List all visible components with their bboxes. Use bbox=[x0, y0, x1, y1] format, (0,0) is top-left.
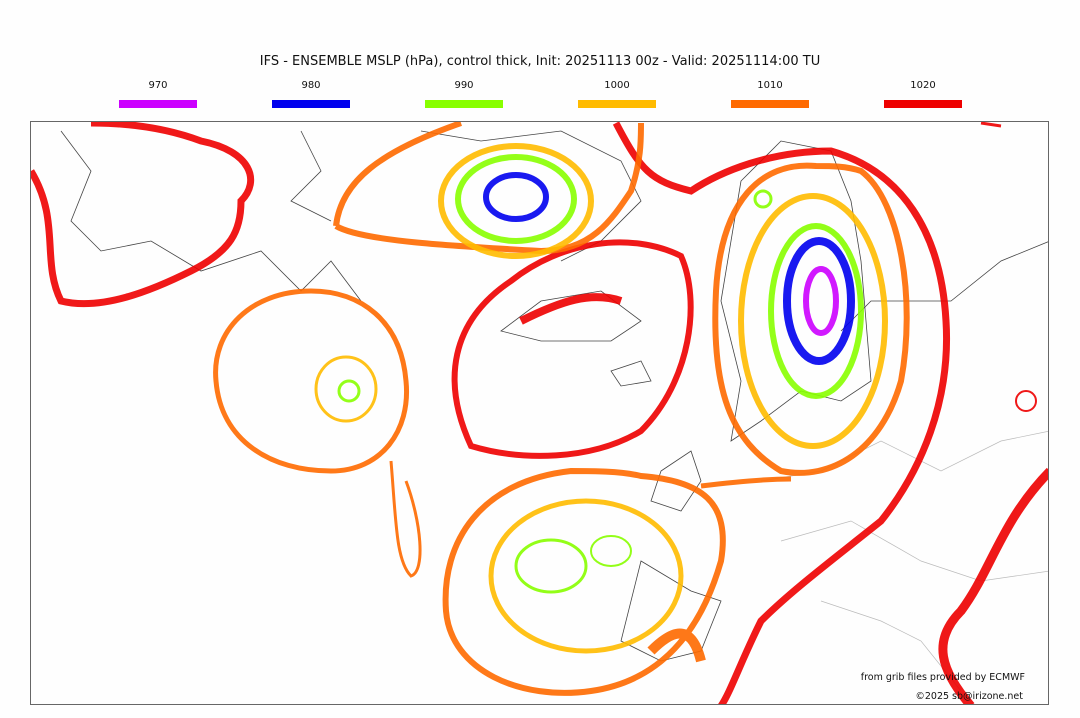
legend-label: 1020 bbox=[910, 80, 936, 91]
legend-swatch bbox=[272, 100, 350, 108]
legend-swatch bbox=[119, 100, 197, 108]
legend-swatch bbox=[884, 100, 962, 108]
legend-swatch bbox=[578, 100, 656, 108]
map-area bbox=[30, 121, 1049, 705]
legend-label: 1000 bbox=[604, 80, 630, 91]
isobar-970 bbox=[803, 266, 839, 336]
legend-item-1000: 1000 bbox=[578, 80, 656, 108]
data-source-credit: from grib files provided by ECMWF bbox=[860, 672, 1025, 683]
isobar-980 bbox=[483, 172, 855, 365]
isobar-990 bbox=[337, 154, 864, 594]
legend-label: 980 bbox=[301, 80, 321, 91]
isobar-1020 bbox=[31, 122, 1048, 704]
contour-plot bbox=[31, 122, 1048, 704]
isobar-1010 bbox=[213, 122, 910, 696]
copyright-credit: ©2025 sb@irizone.net bbox=[915, 691, 1023, 702]
legend-item-1020: 1020 bbox=[884, 80, 962, 108]
legend-swatch bbox=[425, 100, 503, 108]
legend-item-970: 970 bbox=[119, 80, 197, 108]
coastlines bbox=[60, 130, 1048, 662]
legend-label: 990 bbox=[454, 80, 474, 91]
legend-swatch bbox=[731, 100, 809, 108]
isobar-1000 bbox=[314, 143, 888, 654]
legend-item-990: 990 bbox=[425, 80, 503, 108]
legend-label: 1010 bbox=[757, 80, 783, 91]
legend-item-1010: 1010 bbox=[731, 80, 809, 108]
legend-item-980: 980 bbox=[272, 80, 350, 108]
legend-label: 970 bbox=[148, 80, 168, 91]
map-title: IFS - ENSEMBLE MSLP (hPa), control thick… bbox=[259, 54, 821, 69]
